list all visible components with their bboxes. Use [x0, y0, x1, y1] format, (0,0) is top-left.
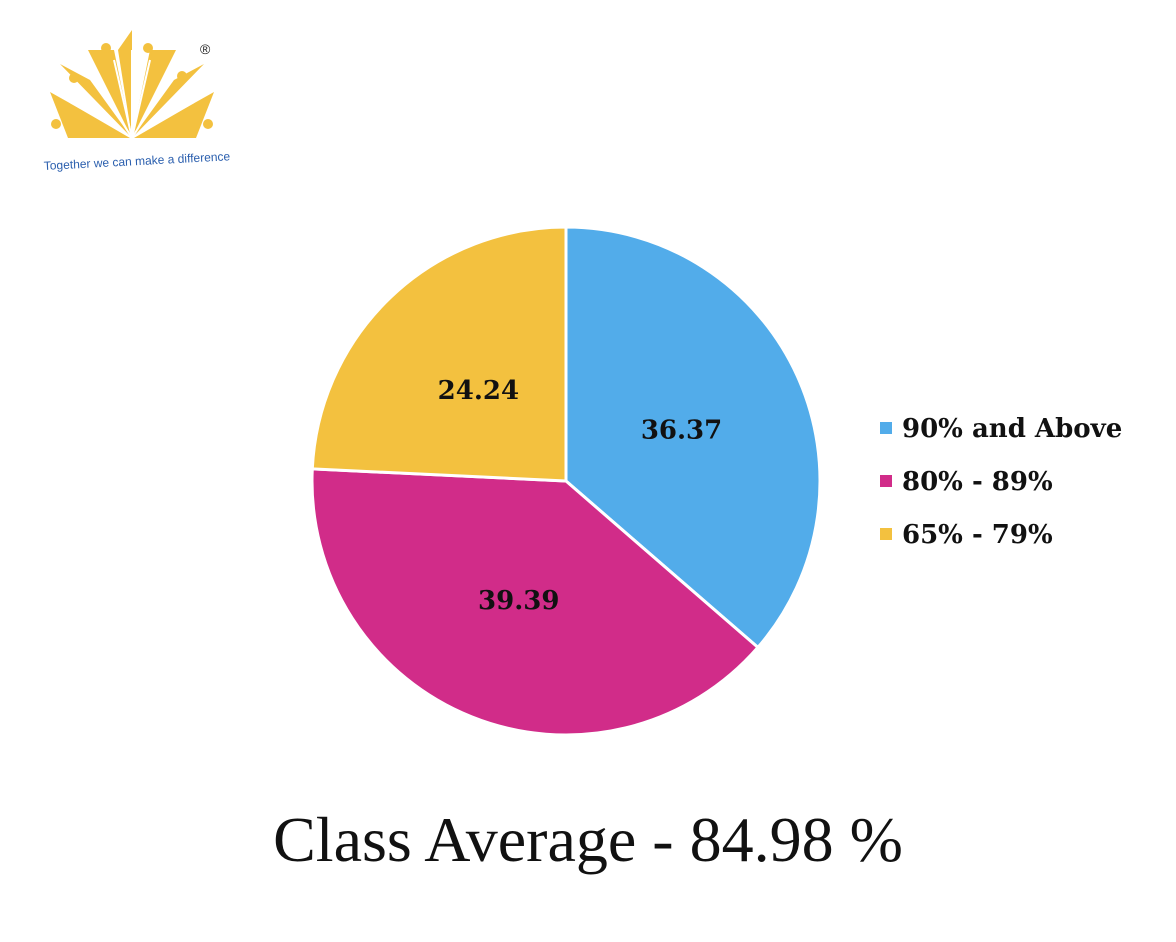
legend-label: 80% - 89%: [902, 467, 1053, 497]
pie-slice: [310, 225, 568, 483]
class-average-title: Class Average - 84.98 %: [273, 804, 903, 875]
brand-logo: ® Together we can make a difference: [30, 20, 240, 180]
legend-label: 65% - 79%: [902, 520, 1053, 550]
pie-slice: [564, 225, 822, 650]
legend-swatch: [880, 422, 892, 434]
slice-value-label: 36.37: [641, 415, 722, 445]
legend-swatch: [880, 528, 892, 540]
legend-swatch: [880, 475, 892, 487]
legend-label: 90% and Above: [902, 414, 1122, 444]
sunburst-logo-icon: ® Together we can make a difference: [43, 30, 231, 173]
pie-slice: [310, 467, 761, 737]
slice-value-label: 24.24: [438, 376, 519, 406]
registered-mark: ®: [200, 41, 211, 57]
slice-value-label: 39.39: [478, 586, 559, 616]
